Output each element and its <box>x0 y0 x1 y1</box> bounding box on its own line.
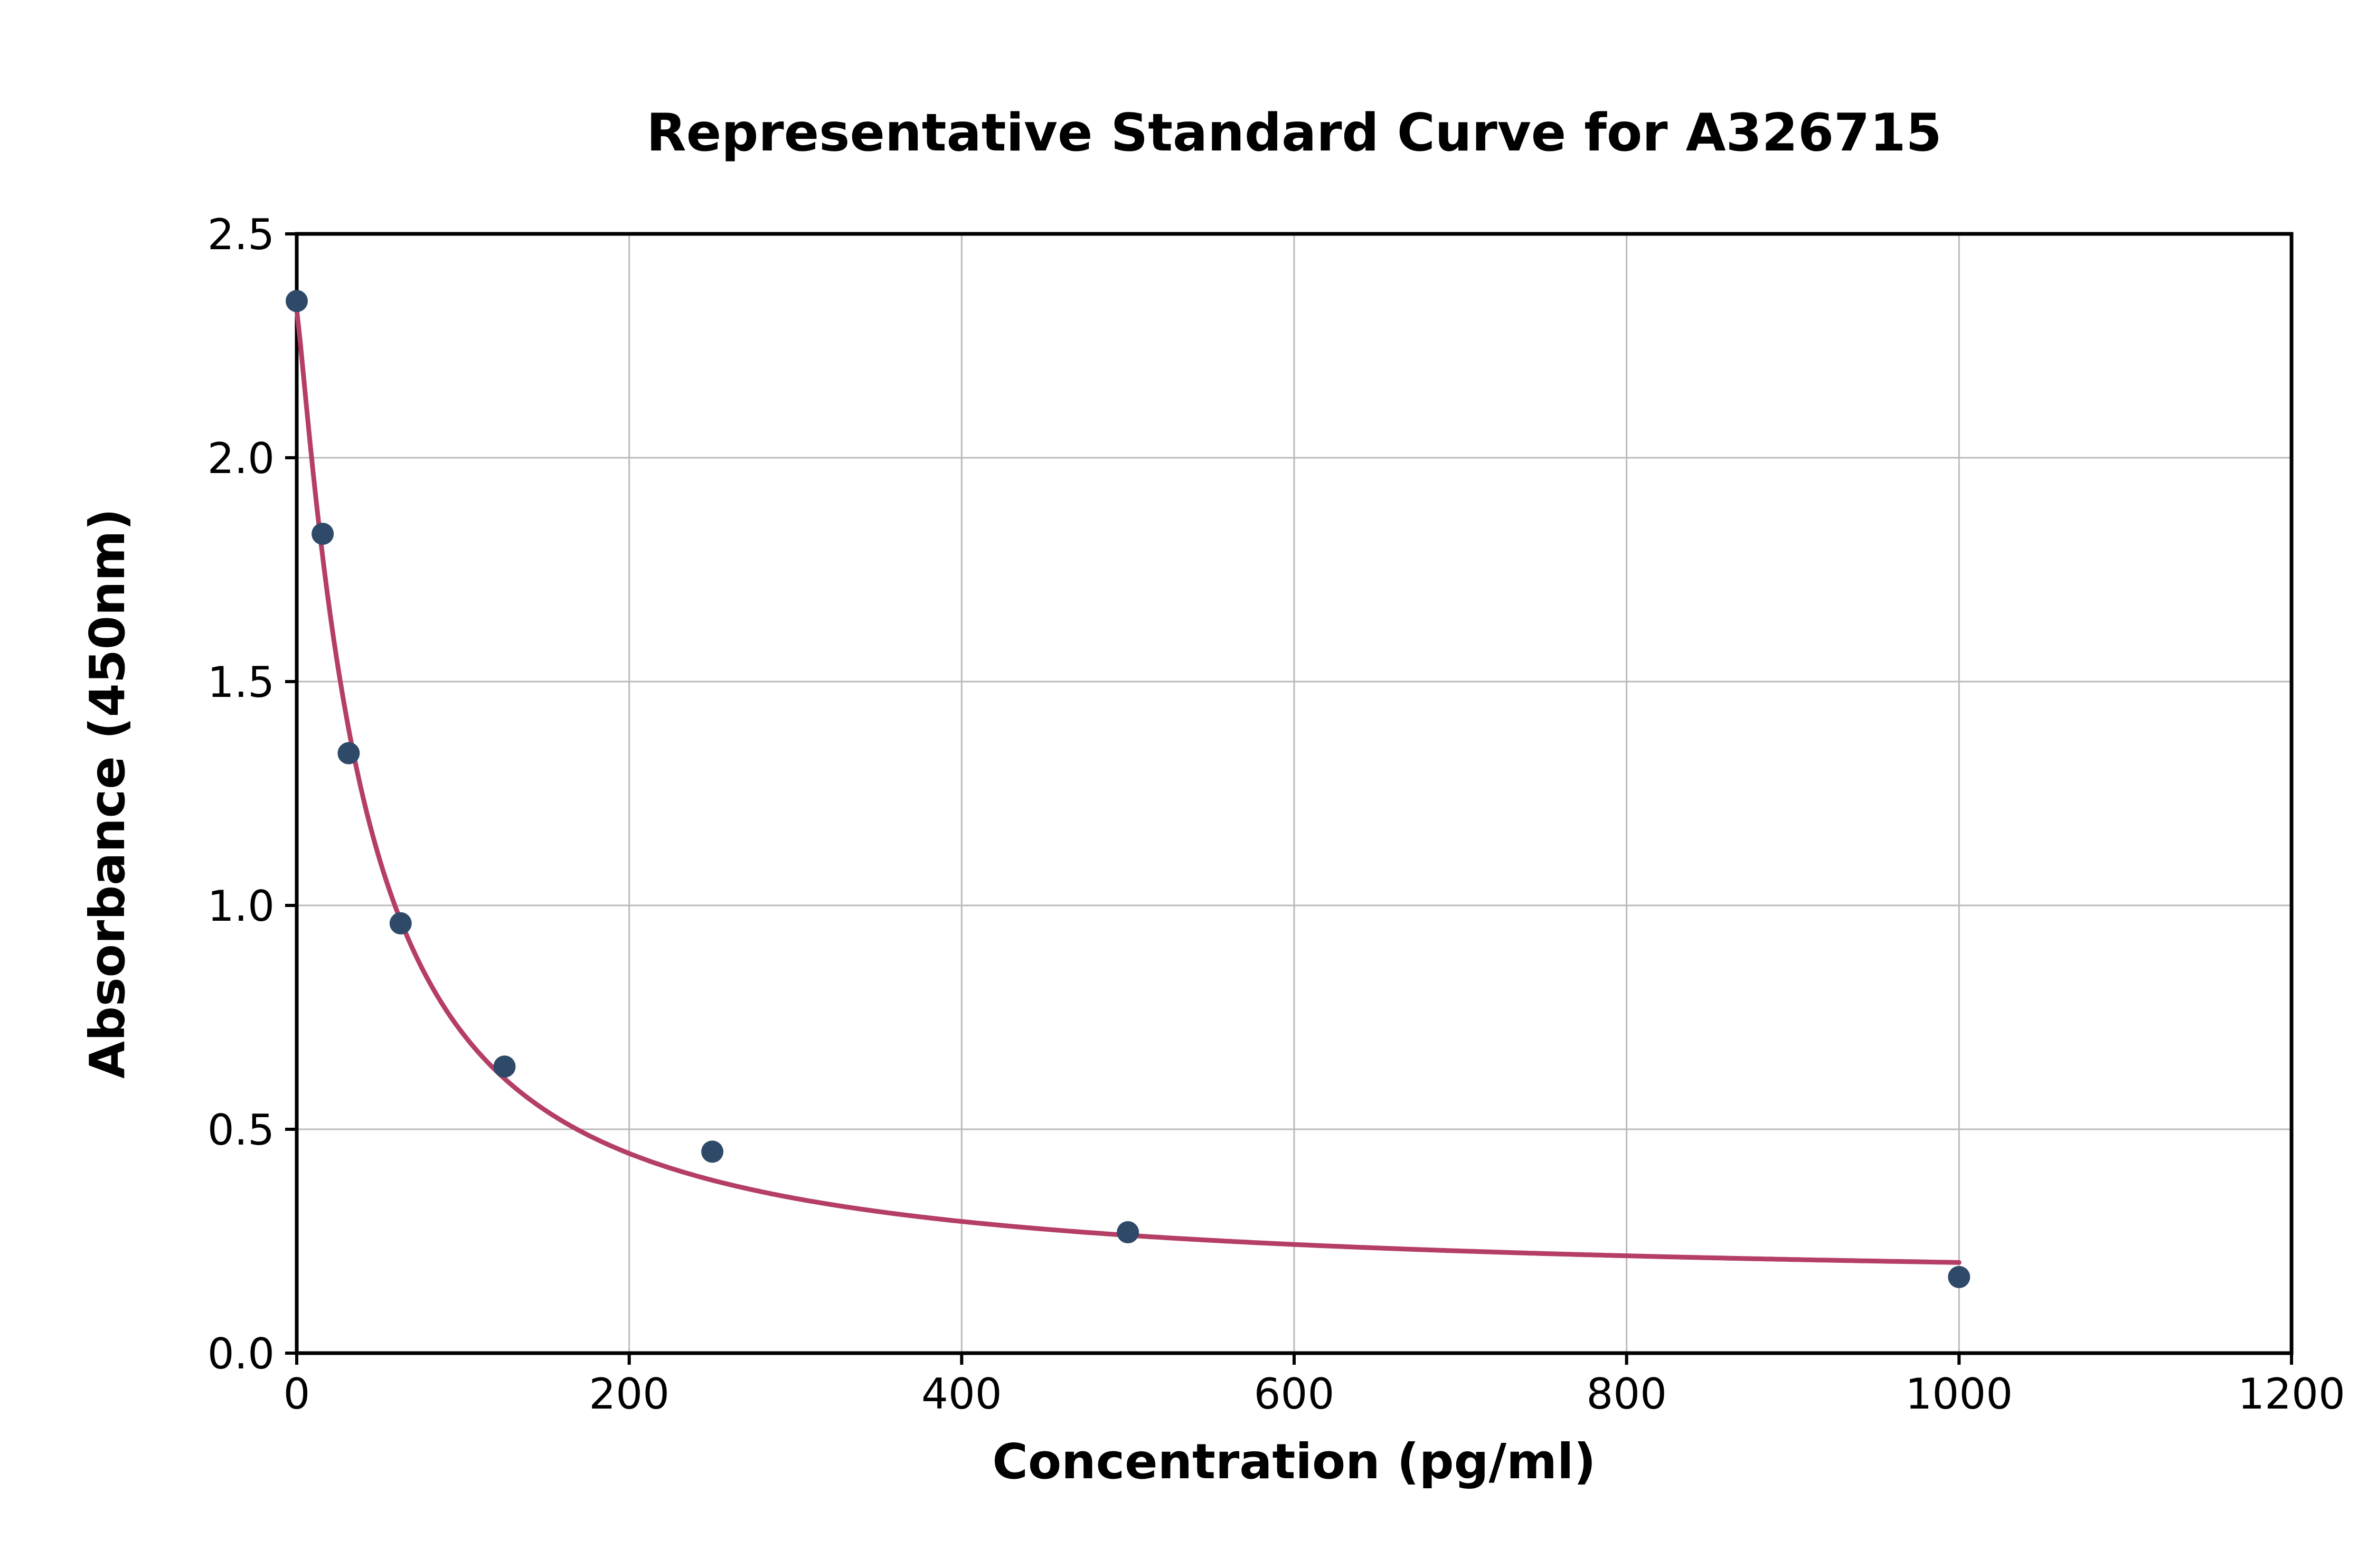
y-tick-label: 0.0 <box>208 1329 275 1378</box>
x-tick-label: 0 <box>284 1369 310 1419</box>
x-axis-label: Concentration (pg/ml) <box>992 1433 1596 1490</box>
x-tick-label: 1000 <box>1906 1369 2013 1419</box>
chart-title: Representative Standard Curve for A32671… <box>646 103 1941 163</box>
y-axis-label: Absorbance (450nm) <box>79 508 136 1079</box>
data-point <box>337 742 360 764</box>
data-point <box>1117 1221 1139 1244</box>
x-tick-label: 800 <box>1586 1369 1667 1419</box>
data-series <box>286 290 1970 1288</box>
data-point <box>493 1055 516 1078</box>
x-tick-label: 1200 <box>2238 1369 2345 1419</box>
fit-curve <box>294 307 1962 1265</box>
y-tick-label: 0.5 <box>208 1106 275 1155</box>
x-tick-label: 400 <box>921 1369 1002 1419</box>
data-point <box>286 290 308 313</box>
y-tick-label: 1.5 <box>208 658 275 707</box>
y-tick-label: 2.5 <box>208 210 275 259</box>
data-point <box>389 912 412 934</box>
x-tick-label: 200 <box>589 1369 670 1419</box>
y-tick-label: 1.0 <box>208 882 275 931</box>
data-point <box>1948 1265 1970 1288</box>
tick-marks-and-labels: 0 200 400 600 800 1000 1200 0.0 0.5 1.0 1.5 2.0 2.5 <box>208 210 2345 1419</box>
x-tick-label: 600 <box>1254 1369 1335 1419</box>
data-point <box>701 1140 724 1163</box>
y-tick-label: 2.0 <box>208 434 275 483</box>
grid-lines <box>296 233 2293 1354</box>
data-point <box>312 523 334 545</box>
